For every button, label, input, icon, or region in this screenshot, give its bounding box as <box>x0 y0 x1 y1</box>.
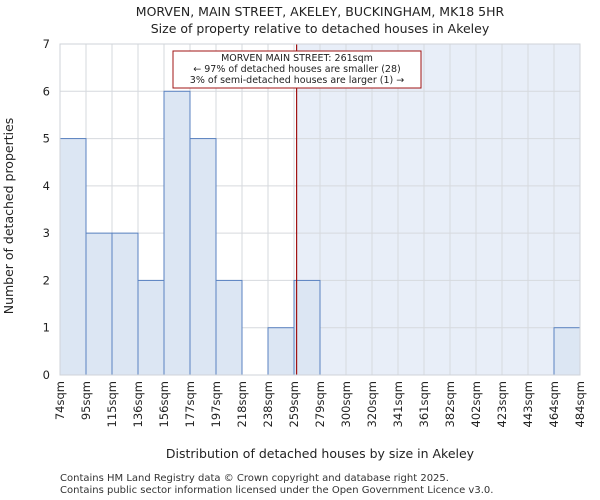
bar-464sqm <box>553 327 581 376</box>
annotation-line-3: 3% of semi-detached houses are larger (1… <box>190 75 404 86</box>
bar-177sqm <box>189 138 217 376</box>
annotation-line-1: MORVEN MAIN STREET: 261sqm <box>221 53 373 64</box>
larger-region-layer <box>296 44 580 375</box>
x-tick-115sqm: 115sqm <box>105 381 119 427</box>
bar-95sqm <box>85 232 113 376</box>
bar-74sqm <box>59 138 87 376</box>
y-tick-5: 5 <box>43 132 50 146</box>
bar-156sqm <box>163 90 191 376</box>
annotation-border <box>172 50 422 89</box>
x-tick-197sqm: 197sqm <box>209 381 223 427</box>
chart-subtitle: Size of property relative to detached ho… <box>151 21 490 36</box>
chart-title: MORVEN, MAIN STREET, AKELEY, BUCKINGHAM,… <box>136 4 505 19</box>
bar-197sqm <box>215 279 243 376</box>
y-tick-labels: 0 1 2 3 4 5 6 7 <box>43 37 50 382</box>
x-tick-464sqm: 464sqm <box>547 381 561 427</box>
x-tick-156sqm: 156sqm <box>157 381 171 427</box>
larger-region-shade <box>296 44 580 375</box>
x-tick-259sqm: 259sqm <box>287 381 301 427</box>
bar-115sqm <box>111 232 139 376</box>
x-tick-136sqm: 136sqm <box>131 381 145 427</box>
y-tick-2: 2 <box>43 273 50 287</box>
x-tick-279sqm: 279sqm <box>313 381 327 427</box>
y-tick-3: 3 <box>43 226 50 240</box>
x-tick-341sqm: 341sqm <box>391 381 405 427</box>
y-tick-6: 6 <box>43 84 50 98</box>
x-tick-484sqm: 484sqm <box>573 381 587 427</box>
x-tick-238sqm: 238sqm <box>261 381 275 427</box>
x-tick-74sqm: 74sqm <box>53 381 67 420</box>
bar-136sqm <box>137 279 165 376</box>
annotation-line-2: ← 97% of detached houses are smaller (28… <box>193 64 400 75</box>
x-tick-95sqm: 95sqm <box>79 381 93 420</box>
bar-259sqm <box>293 279 321 376</box>
x-tick-177sqm: 177sqm <box>183 381 197 427</box>
footer-line-1: Contains HM Land Registry data © Crown c… <box>60 473 449 484</box>
y-tick-1: 1 <box>43 321 50 335</box>
x-tick-382sqm: 382sqm <box>443 381 457 427</box>
y-tick-4: 4 <box>43 179 50 193</box>
x-tick-423sqm: 423sqm <box>495 381 509 427</box>
plot-frame <box>59 43 581 376</box>
chart-svg: MORVEN, MAIN STREET, AKELEY, BUCKINGHAM,… <box>1 4 587 461</box>
x-tick-218sqm: 218sqm <box>235 381 249 427</box>
x-axis-label: Distribution of detached houses by size … <box>166 446 475 461</box>
x-tick-labels: 74sqm 95sqm 115sqm 136sqm 156sqm 177sqm 197sqm… <box>53 381 587 427</box>
x-tick-402sqm: 402sqm <box>469 381 483 427</box>
x-tick-300sqm: 300sqm <box>339 381 353 427</box>
x-tick-320sqm: 320sqm <box>365 381 379 427</box>
y-tick-0: 0 <box>43 368 50 382</box>
plot-border <box>59 43 581 376</box>
x-tick-443sqm: 443sqm <box>521 381 535 427</box>
x-tick-361sqm: 361sqm <box>417 381 431 427</box>
y-axis-label: Number of detached properties <box>1 118 16 315</box>
bars <box>59 90 581 376</box>
bar-238sqm <box>267 327 295 376</box>
annotation-box: MORVEN MAIN STREET: 261sqm ← 97% of deta… <box>172 50 422 89</box>
y-tick-7: 7 <box>43 37 50 51</box>
footer-line-2: Contains public sector information licen… <box>60 485 494 496</box>
